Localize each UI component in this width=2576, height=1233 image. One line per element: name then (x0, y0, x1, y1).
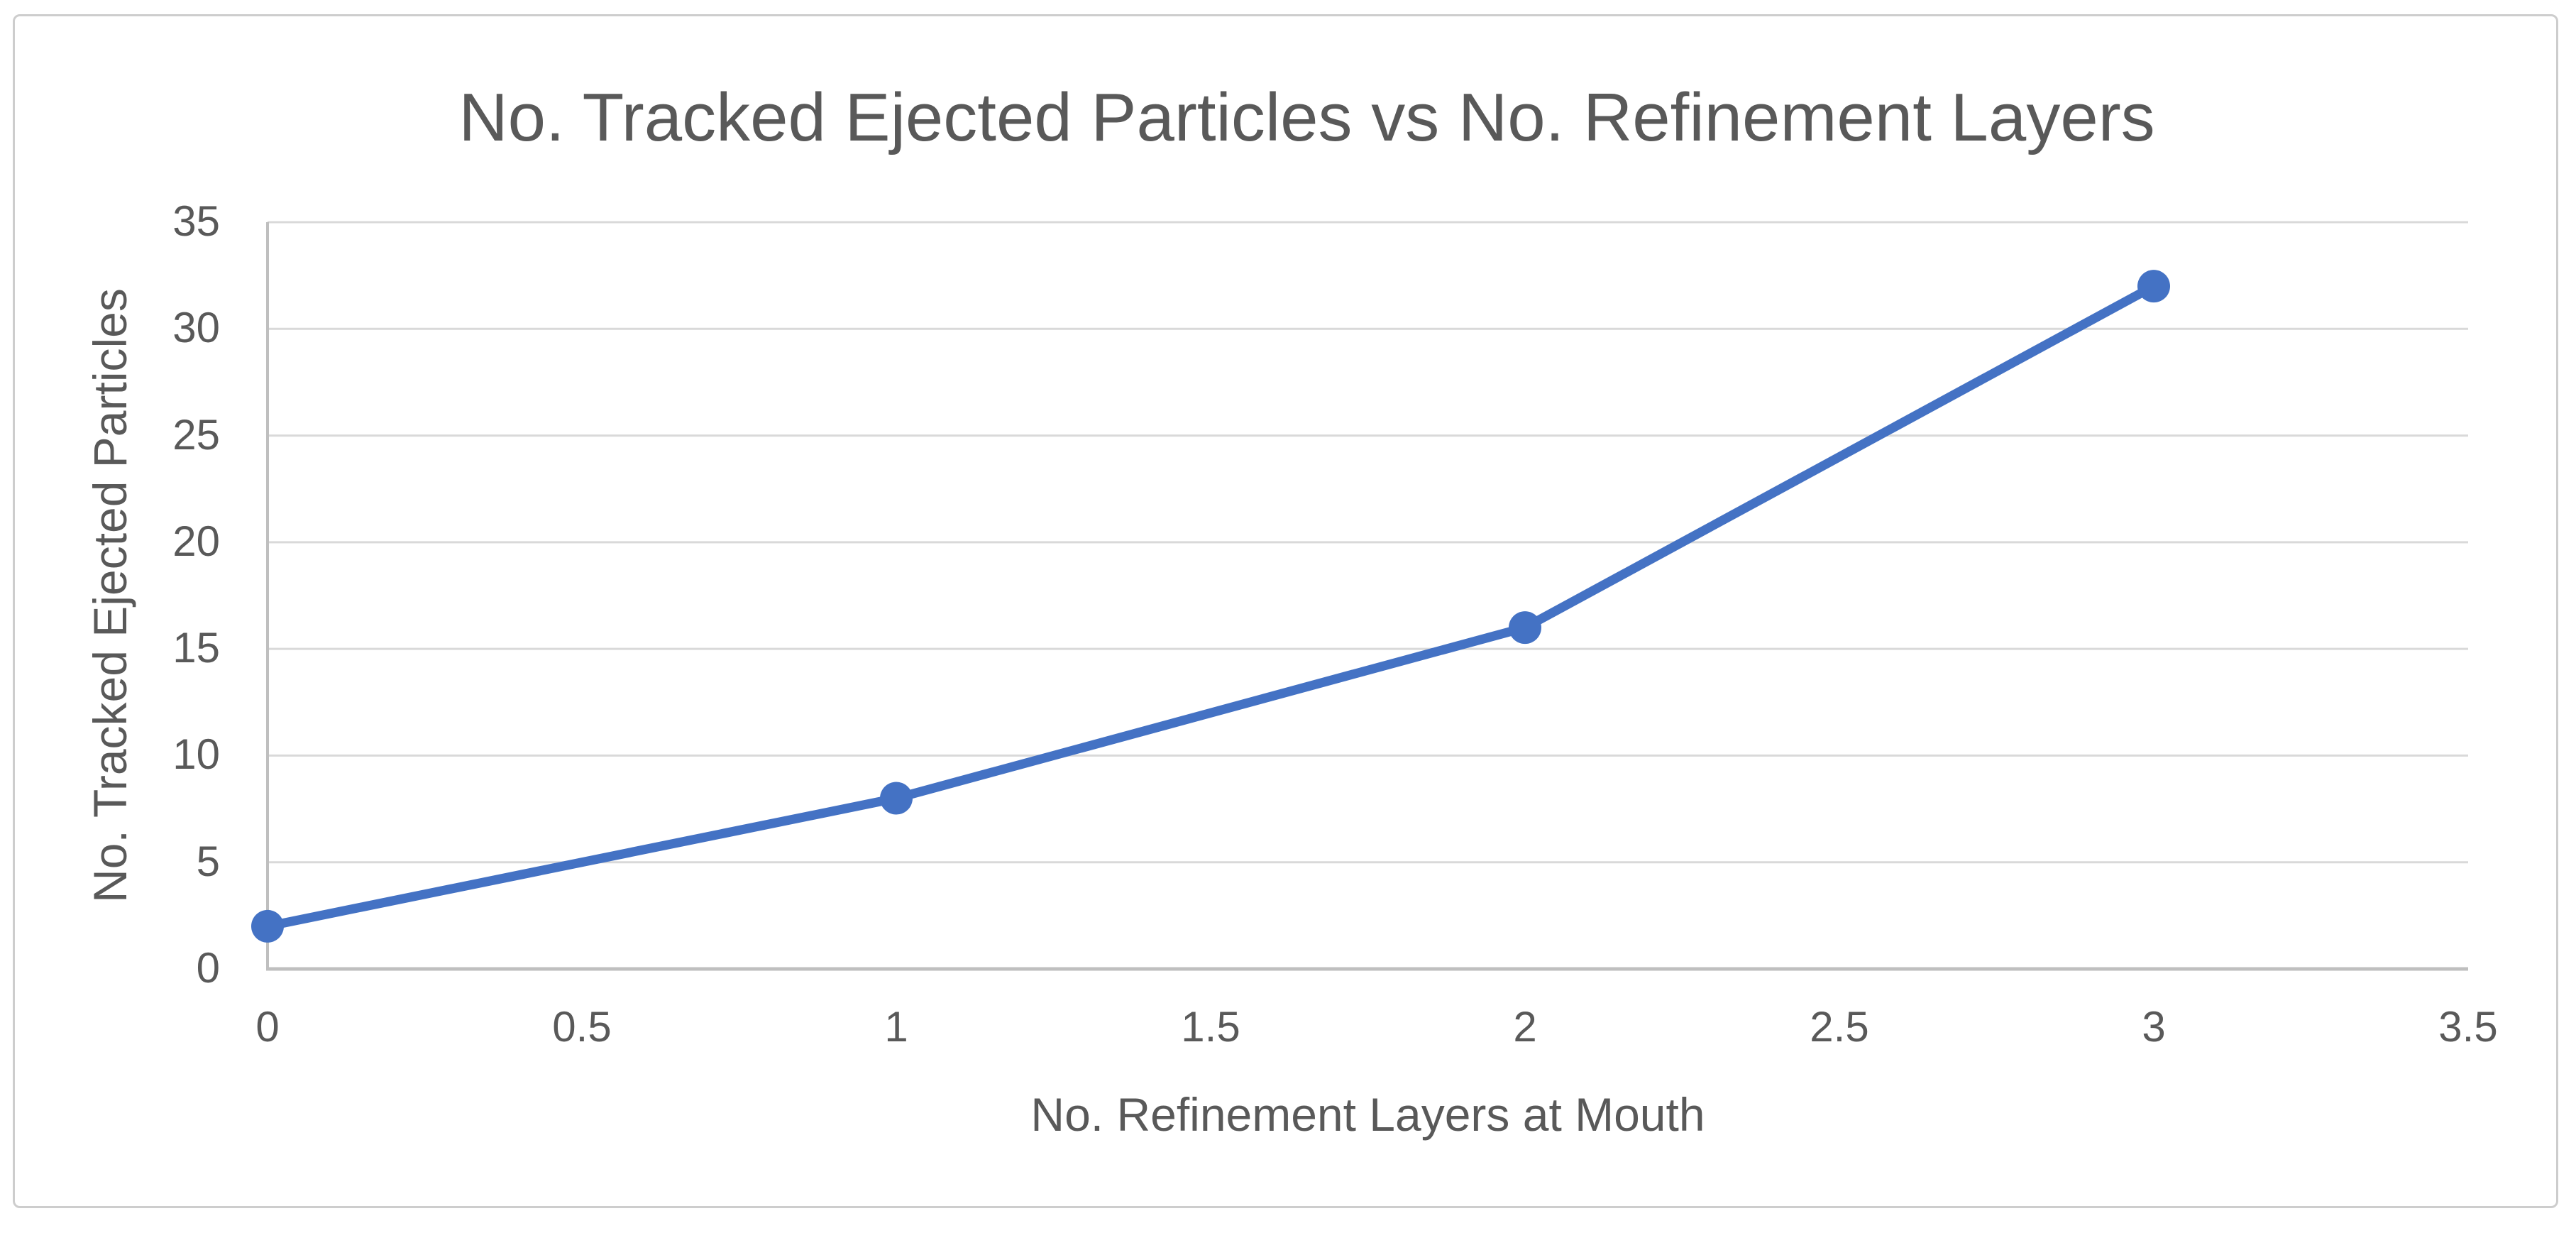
x-tick-label: 2 (1513, 1003, 1537, 1051)
chart-title: No. Tracked Ejected Particles vs No. Ref… (458, 80, 2155, 155)
x-tick-label: 2.5 (1810, 1003, 1869, 1051)
y-tick-label: 30 (172, 304, 220, 352)
data-point-marker (880, 782, 913, 815)
chart-frame: No. Tracked Ejected Particles vs No. Ref… (13, 14, 2558, 1208)
data-line (263, 281, 2159, 931)
y-tick-label: 15 (172, 624, 220, 672)
x-tick-label: 1 (884, 1003, 908, 1051)
data-point-marker (2137, 270, 2170, 303)
y-tick-label: 5 (196, 837, 220, 885)
data-point-marker (1509, 611, 1541, 645)
y-tick-label: 0 (196, 944, 220, 992)
x-axis-title: No. Refinement Layers at Mouth (1030, 1088, 1705, 1141)
y-tick-label: 35 (172, 197, 220, 246)
x-tick-label: 0 (255, 1003, 280, 1051)
x-tick-label: 3.5 (2438, 1003, 2498, 1051)
x-tick-label: 0.5 (552, 1003, 612, 1051)
y-axis-title: No. Tracked Ejected Particles (84, 288, 136, 903)
y-tick-label: 10 (172, 730, 220, 779)
x-tick-label: 3 (2142, 1003, 2166, 1051)
y-tick-label: 25 (172, 410, 220, 459)
x-tick-label: 1.5 (1181, 1003, 1240, 1051)
y-tick-label: 20 (172, 517, 220, 565)
data-point-marker (251, 909, 284, 943)
